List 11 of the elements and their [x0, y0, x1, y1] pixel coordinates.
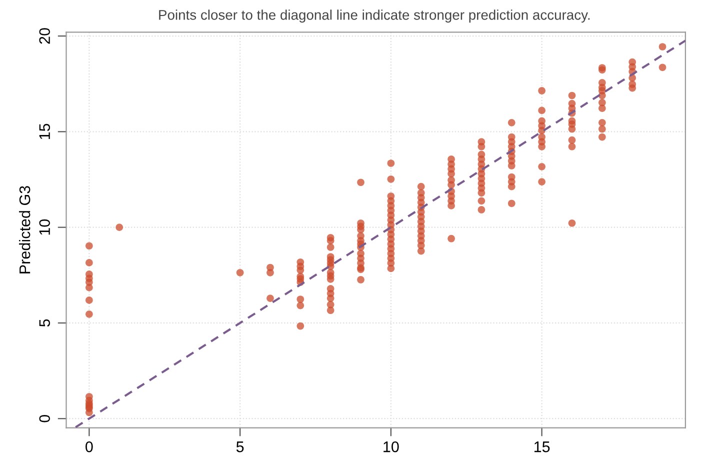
y-axis-title: Predicted G3 [19, 186, 30, 274]
x-tick-label: 15 [534, 442, 550, 452]
y-tick-label: 20 [39, 28, 50, 44]
y-tick-label: 5 [39, 319, 50, 327]
y-tick-label: 15 [39, 124, 50, 140]
y-tick-label: 10 [39, 219, 50, 235]
x-tick-label: 0 [86, 441, 93, 452]
chart-subtitle: Points closer to the diagonal line indicate stronger prediction accuracy. [159, 10, 590, 23]
y-tick-label: 0 [39, 414, 50, 422]
x-tick-label: 5 [236, 442, 244, 452]
x-tick-label: 10 [384, 441, 399, 452]
